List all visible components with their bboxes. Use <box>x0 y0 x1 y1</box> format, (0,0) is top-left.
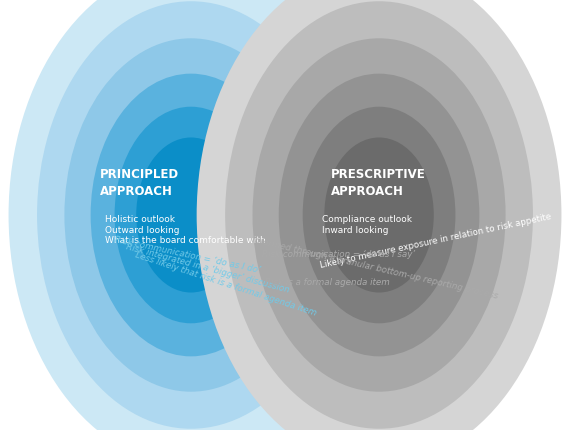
Text: Risk communication = ‘do as I do’: Risk communication = ‘do as I do’ <box>114 235 262 274</box>
Ellipse shape <box>253 38 506 392</box>
Ellipse shape <box>303 107 455 323</box>
Text: Likely to measure exposure in relation to risk appetite: Likely to measure exposure in relation t… <box>319 212 552 270</box>
Ellipse shape <box>324 138 434 292</box>
Text: Risk integrated in a ‘bigger’ discussion: Risk integrated in a ‘bigger’ discussion <box>125 242 291 295</box>
Ellipse shape <box>279 74 479 356</box>
Ellipse shape <box>37 1 345 429</box>
Ellipse shape <box>64 38 317 392</box>
Text: Less likely that risk is a formal agenda item: Less likely that risk is a formal agenda… <box>134 250 317 317</box>
Ellipse shape <box>136 138 246 292</box>
Text: Risk is a formal agenda item: Risk is a formal agenda item <box>265 279 390 287</box>
Ellipse shape <box>91 74 291 356</box>
Text: Risk communication = ‘do as I say’: Risk communication = ‘do as I say’ <box>262 250 416 259</box>
Ellipse shape <box>225 1 533 429</box>
Text: Outward looking: Outward looking <box>105 226 180 234</box>
Text: Compliance outlook: Compliance outlook <box>322 215 412 224</box>
Text: PRESCRIPTIVE
APPROACH: PRESCRIPTIVE APPROACH <box>331 168 425 198</box>
Text: Holistic outlook: Holistic outlook <box>105 215 176 224</box>
Text: PRINCIPLED
APPROACH: PRINCIPLED APPROACH <box>100 168 179 198</box>
Text: What is the board comfortable with: What is the board comfortable with <box>105 237 266 245</box>
Ellipse shape <box>115 107 267 323</box>
Ellipse shape <box>9 0 373 430</box>
Text: Informed through a granular bottom-up reporting process: Informed through a granular bottom-up re… <box>251 236 499 301</box>
Ellipse shape <box>197 0 561 430</box>
Text: Inward looking: Inward looking <box>322 226 389 234</box>
